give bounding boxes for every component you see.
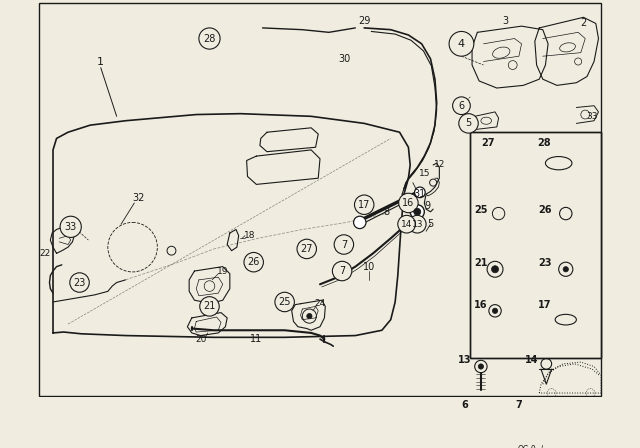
Text: 11: 11 <box>250 334 262 344</box>
Circle shape <box>492 266 499 273</box>
Text: 33: 33 <box>586 112 598 121</box>
Circle shape <box>244 253 264 272</box>
Circle shape <box>459 114 478 133</box>
Text: 23: 23 <box>74 277 86 288</box>
Circle shape <box>398 215 415 233</box>
Circle shape <box>200 297 220 316</box>
Text: 17: 17 <box>358 200 371 210</box>
Ellipse shape <box>555 314 577 325</box>
Text: 8: 8 <box>383 207 389 217</box>
Text: 12: 12 <box>434 160 445 169</box>
Circle shape <box>60 216 81 237</box>
Text: 27: 27 <box>301 244 313 254</box>
Text: 26: 26 <box>248 257 260 267</box>
Text: 15: 15 <box>419 169 430 178</box>
Circle shape <box>452 97 470 115</box>
Circle shape <box>334 235 353 254</box>
Text: 3: 3 <box>502 16 509 26</box>
Text: 10: 10 <box>362 262 375 271</box>
Circle shape <box>355 195 374 215</box>
Text: 28: 28 <box>204 34 216 43</box>
Bar <box>470 132 601 358</box>
Text: 31: 31 <box>414 189 426 199</box>
Text: 28: 28 <box>538 138 552 148</box>
Text: 7: 7 <box>339 266 345 276</box>
Text: OC-0../-: OC-0../- <box>518 444 547 448</box>
Text: 33: 33 <box>65 222 77 232</box>
Text: 26: 26 <box>538 205 551 215</box>
Circle shape <box>413 208 420 215</box>
Circle shape <box>492 308 498 314</box>
Circle shape <box>399 193 418 213</box>
Text: 4: 4 <box>458 39 465 49</box>
Text: 25: 25 <box>474 205 488 215</box>
Text: 30: 30 <box>339 54 351 64</box>
Text: 18: 18 <box>244 231 255 240</box>
Text: 21: 21 <box>204 302 216 311</box>
Text: 16: 16 <box>403 198 415 208</box>
Circle shape <box>449 31 474 56</box>
Text: 22: 22 <box>39 249 51 258</box>
Text: 20: 20 <box>195 335 206 344</box>
Text: 2: 2 <box>580 18 587 29</box>
Text: 7: 7 <box>516 400 522 409</box>
Text: 7: 7 <box>340 240 347 250</box>
Circle shape <box>307 314 312 319</box>
Text: 6: 6 <box>458 101 465 111</box>
Circle shape <box>353 216 366 228</box>
Text: 23: 23 <box>538 258 551 268</box>
Circle shape <box>275 292 294 312</box>
Circle shape <box>70 273 89 292</box>
Text: 6: 6 <box>461 400 468 409</box>
Text: 13: 13 <box>412 220 423 228</box>
Text: 24: 24 <box>314 299 326 308</box>
Text: 29: 29 <box>358 16 371 26</box>
Text: 32: 32 <box>132 193 145 202</box>
Circle shape <box>332 261 352 281</box>
Circle shape <box>478 364 484 369</box>
Text: 5: 5 <box>428 219 434 229</box>
Text: 13: 13 <box>458 355 472 365</box>
Text: 27: 27 <box>481 138 495 148</box>
Text: 19: 19 <box>217 267 228 276</box>
Bar <box>470 132 601 358</box>
Circle shape <box>415 187 425 198</box>
Circle shape <box>297 239 316 258</box>
Text: 1: 1 <box>97 56 104 66</box>
Circle shape <box>410 205 424 219</box>
Text: 9: 9 <box>425 202 431 211</box>
Text: 14: 14 <box>525 355 539 365</box>
Circle shape <box>199 28 220 49</box>
Text: 25: 25 <box>278 297 291 307</box>
Text: 16: 16 <box>474 300 488 310</box>
Circle shape <box>408 215 426 233</box>
Text: 17: 17 <box>538 300 551 310</box>
Circle shape <box>563 267 568 272</box>
Circle shape <box>478 408 484 414</box>
Text: 21: 21 <box>474 258 488 268</box>
Text: 5: 5 <box>465 118 472 129</box>
Text: 14: 14 <box>401 220 412 228</box>
